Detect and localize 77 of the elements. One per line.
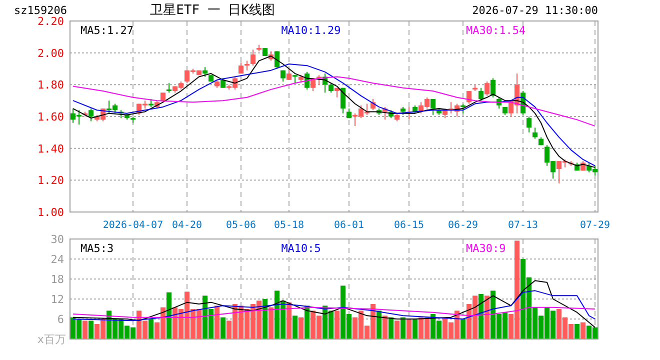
bar: [412, 319, 418, 339]
y-tick-label: 2.00: [38, 46, 64, 60]
y-tick-label: 18: [50, 273, 64, 286]
x-tick-label: 06-29: [448, 220, 478, 231]
chart-title: 卫星ETF 一 日K线图: [150, 3, 276, 18]
candlestick: [466, 90, 472, 104]
candlestick: [244, 60, 250, 71]
bar: [574, 324, 580, 339]
x-tick-label: 06-15: [394, 220, 424, 231]
bar: [400, 317, 406, 339]
candlestick: [328, 82, 334, 94]
text: MA5:3: [80, 242, 114, 255]
line-series: [72, 306, 596, 318]
bar: [460, 319, 466, 339]
bar: [382, 316, 388, 339]
bar: [580, 322, 586, 339]
text: 2026-07-29 11:30:00: [472, 4, 598, 17]
candlestick: [166, 82, 172, 94]
y-tick-label: 30: [50, 233, 64, 246]
text: MA30:1.54: [466, 24, 526, 37]
bar: [388, 317, 394, 339]
y-axis-title: x百万: [37, 333, 66, 346]
line-series: [72, 280, 596, 328]
bar: [148, 319, 154, 339]
y-tick-label: 1.20: [38, 174, 64, 188]
bar: [88, 320, 94, 339]
candlestick: [532, 127, 538, 140]
x-tick-label: 06-01: [334, 220, 364, 231]
candlestick: [274, 50, 280, 70]
text: MA10:1.29: [281, 24, 341, 37]
text: MA10:5: [281, 242, 321, 255]
y-tick-label: 1.60: [38, 110, 64, 124]
bar: [406, 319, 412, 339]
bar: [334, 310, 340, 339]
line-series: [72, 290, 596, 322]
bar: [262, 299, 268, 339]
bar: [82, 320, 88, 339]
candlestick: [478, 87, 484, 102]
candlestick: [202, 66, 208, 78]
y-tick-label: 1.40: [38, 142, 64, 156]
bar: [166, 292, 172, 339]
candlestick: [88, 108, 94, 122]
bar: [286, 302, 292, 339]
candlestick: [442, 108, 448, 119]
line-series: [72, 76, 596, 127]
y-tick-label: 1.00: [38, 206, 64, 219]
x-tick-label: 05-18: [274, 220, 304, 231]
text: MA30:9: [466, 242, 506, 255]
y-tick-label: 1.80: [38, 78, 64, 92]
bar: [214, 306, 220, 339]
bar: [484, 296, 490, 339]
y-tick-label: 12: [50, 293, 64, 306]
y-tick-label: 24: [50, 253, 64, 266]
bar: [376, 310, 382, 339]
x-tick-label: 04-20: [172, 220, 202, 231]
candlestick: [286, 68, 292, 80]
bar: [220, 317, 226, 339]
candlestick: [250, 49, 256, 66]
text: MA5:1.27: [80, 24, 134, 37]
candlestick: [490, 78, 496, 98]
bar: [394, 320, 400, 339]
text: sz159206: [14, 4, 67, 17]
x-tick-label: 2026-04-07: [102, 220, 164, 231]
candlestick: [526, 116, 532, 133]
y-tick-label: 2.20: [38, 15, 64, 28]
x-tick-label: 07-29: [580, 220, 610, 231]
y-tick-label: 6: [57, 313, 64, 326]
candlestick: [460, 103, 466, 114]
bar: [304, 306, 310, 339]
bar: [478, 294, 484, 339]
bar: [292, 316, 298, 339]
candlestick: [430, 98, 436, 116]
bar: [268, 307, 274, 339]
bar: [298, 317, 304, 339]
x-tick-label: 07-13: [508, 220, 538, 231]
x-tick-label: 05-06: [226, 220, 256, 231]
candlestick: [484, 80, 490, 96]
